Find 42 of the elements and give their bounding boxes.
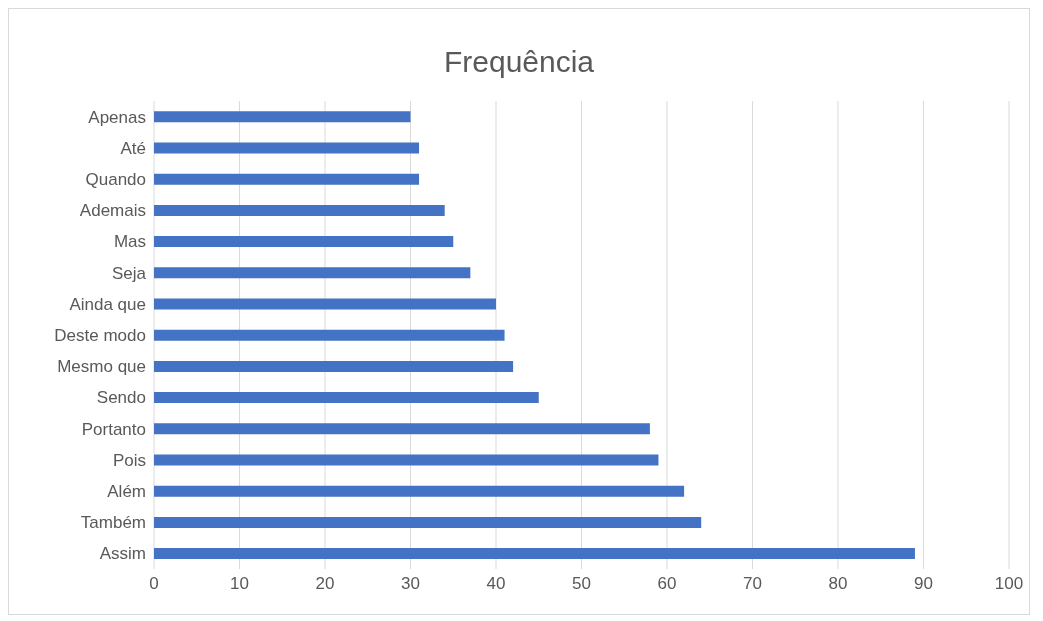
x-tick-label: 60	[657, 574, 677, 594]
x-tick-label: 20	[315, 574, 335, 594]
x-tick-label: 10	[230, 574, 249, 594]
y-tick-label: Ademais	[79, 201, 146, 221]
bar	[154, 204, 445, 216]
bar	[154, 298, 496, 310]
y-tick-label: Deste modo	[54, 326, 146, 346]
y-tick-label: Também	[80, 513, 146, 533]
bar	[154, 516, 702, 528]
bar	[154, 360, 514, 372]
x-tick-label: 50	[572, 574, 591, 594]
bar	[154, 111, 411, 123]
bar	[154, 329, 505, 341]
y-tick-label: Até	[120, 138, 146, 158]
x-tick-label: 80	[828, 574, 848, 594]
bar	[154, 423, 650, 435]
y-tick-label: Seja	[111, 263, 147, 283]
bar	[154, 485, 685, 497]
x-tick-label: 70	[743, 574, 762, 594]
y-tick-label: Pois	[112, 450, 146, 470]
y-tick-label: Além	[107, 482, 146, 502]
x-tick-label: 90	[914, 574, 933, 594]
bar	[154, 236, 454, 248]
y-tick-label: Sendo	[96, 388, 146, 408]
chart-title: Frequência	[442, 45, 596, 80]
x-tick-label: 30	[401, 574, 420, 594]
bar	[154, 548, 915, 560]
bar	[154, 173, 420, 185]
y-tick-label: Apenas	[88, 107, 146, 127]
bar	[154, 454, 659, 466]
bar	[154, 392, 539, 404]
y-tick-label: Mas	[113, 232, 146, 252]
bar	[154, 142, 420, 154]
y-tick-label: Portanto	[81, 419, 146, 439]
y-tick-label: Quando	[85, 170, 146, 190]
y-tick-label: Mesmo que	[57, 357, 146, 377]
y-tick-label: Assim	[99, 544, 146, 564]
bar	[154, 267, 471, 279]
x-tick-label: 100	[994, 574, 1024, 594]
x-tick-label: 40	[486, 574, 506, 594]
y-tick-label: Ainda que	[69, 294, 146, 314]
x-tick-label: 0	[149, 574, 159, 594]
